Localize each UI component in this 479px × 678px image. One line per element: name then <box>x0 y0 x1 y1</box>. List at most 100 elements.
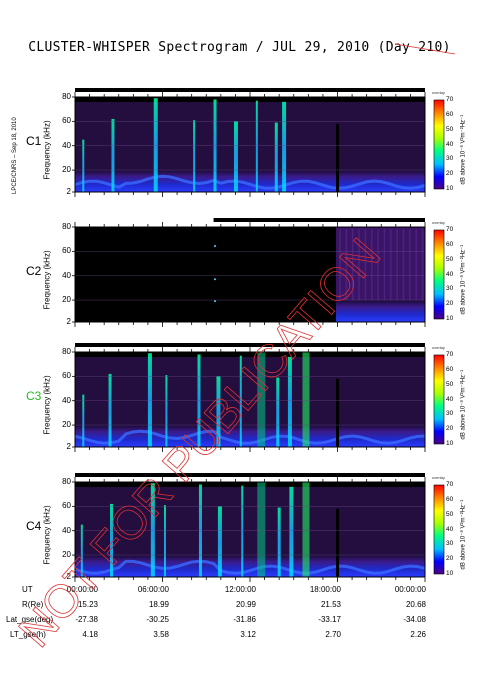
orbit-value-lt: 3.12 <box>240 630 256 639</box>
orbit-value-lt: 2.70 <box>325 630 341 639</box>
orbit-value-r: 18.99 <box>148 600 169 609</box>
orbit-value-ut: 06:00:00 <box>137 585 169 594</box>
y-tick-label: 60 <box>62 116 71 126</box>
colorbar-tick-label: 40 <box>446 270 454 278</box>
stripe <box>409 229 411 301</box>
spacecraft-label: C2 <box>26 264 42 278</box>
lf-ribbon <box>74 174 426 190</box>
orbit-value-lt: 3.58 <box>153 630 169 639</box>
y-tick-label: 80 <box>62 222 71 231</box>
page-title: CLUSTER-WHISPER Spectrogram / JUL 29, 20… <box>28 40 451 55</box>
spectrogram-c2 <box>72 218 445 327</box>
colorbar-tick-label: 50 <box>446 125 454 133</box>
sparse-dot <box>214 278 216 281</box>
colorbar-tick-label: 60 <box>446 365 454 373</box>
emission-burst <box>336 378 340 447</box>
colorbar-tick-label: 40 <box>446 395 454 403</box>
coverage-bar <box>75 343 425 347</box>
emission-burst <box>302 482 310 577</box>
colorbar-tick-label: 70 <box>446 351 454 358</box>
colorbar-tick-label: 70 <box>446 96 454 103</box>
colorbar-tick-label: 50 <box>446 255 454 263</box>
y-tick-label: 40 <box>62 525 71 535</box>
colorbar-tick-label: 50 <box>446 510 454 518</box>
emission-burst <box>239 355 242 447</box>
emission-burst <box>302 352 310 447</box>
orbit-value-lat: -34.08 <box>403 615 426 624</box>
emission-burst <box>217 506 222 577</box>
y-tick-label: 20 <box>62 550 71 560</box>
colorbar-tick-label: 10 <box>446 315 454 322</box>
emission-burst <box>80 524 83 577</box>
emission-burst <box>111 118 115 192</box>
stripe <box>390 229 392 301</box>
y-tick-label: 60 <box>62 501 71 511</box>
orbit-value-lat: -27.38 <box>75 615 98 624</box>
y-tick-label: 40 <box>62 140 71 150</box>
colorbar-tick-label: 10 <box>446 185 454 192</box>
emission-burst <box>336 123 340 192</box>
orbit-value-lat: -30.25 <box>146 615 169 624</box>
y-tick-label: 20 <box>62 295 71 305</box>
y-tick-label: 40 <box>62 395 71 405</box>
emission-burst <box>165 375 168 447</box>
coverage-bar <box>75 88 425 92</box>
y-tick-label: 2 <box>66 187 71 196</box>
stripe <box>370 229 373 301</box>
stripe <box>351 229 354 301</box>
emission-burst <box>110 503 113 577</box>
colorbar-tick-label: 30 <box>446 285 454 293</box>
colorbar-tick-label: 30 <box>446 540 454 548</box>
emission-burst <box>274 122 278 192</box>
stripe <box>358 229 360 301</box>
y-tick-label: 2 <box>66 442 71 451</box>
stripe <box>364 229 367 301</box>
emission-burst <box>287 356 292 447</box>
emission-burst <box>257 482 266 577</box>
emission-burst <box>82 394 85 447</box>
emission-burst <box>257 352 266 447</box>
colorbar <box>433 99 445 190</box>
orbit-label-ut: UT <box>22 585 33 594</box>
background-band <box>336 300 425 322</box>
orbit-value-r: 20.68 <box>405 600 426 609</box>
spacecraft-label: C3 <box>26 389 42 403</box>
colorbar-tick-label: 30 <box>446 410 454 418</box>
colorbar-tick-label: 20 <box>446 555 454 563</box>
stripe <box>383 229 386 301</box>
orbit-value-ut: 12:00:00 <box>224 585 256 594</box>
stripe <box>345 229 348 301</box>
colorbar-tick-label: 40 <box>446 525 454 533</box>
colorbar <box>433 354 445 445</box>
colorbar-tick-label: 60 <box>446 240 454 248</box>
emission-burst <box>193 120 196 192</box>
y-tick-label: 40 <box>62 270 71 280</box>
spacecraft-label: C4 <box>26 519 42 533</box>
orbit-value-ut: 00:00:00 <box>394 585 426 594</box>
orbit-label-lt: LT_gse(h) <box>10 630 46 639</box>
emission-burst <box>153 98 158 192</box>
emission-burst <box>276 377 280 447</box>
colorbar-tick-label: 20 <box>446 170 454 178</box>
emission-burst <box>233 121 238 192</box>
stripe <box>339 229 341 301</box>
sparse-dot <box>214 300 216 303</box>
orbit-value-r: 15.23 <box>77 600 98 609</box>
colorbar-tick-label: 20 <box>446 300 454 308</box>
colorbar-tick-label: 10 <box>446 440 454 447</box>
emission-burst <box>108 373 112 447</box>
emission-burst <box>150 483 155 577</box>
orbit-value-lat: -31.86 <box>233 615 256 624</box>
orbit-label-lat: Lat_gse(deg) <box>6 615 54 624</box>
colorbar-tick-label: 70 <box>446 226 454 233</box>
colorbar <box>433 484 445 575</box>
stripe <box>396 229 398 301</box>
orbit-value-lat: -33.17 <box>318 615 341 624</box>
stripe <box>421 229 424 301</box>
y-tick-label: 60 <box>62 371 71 381</box>
sparse-dot <box>214 245 216 247</box>
emission-burst <box>241 485 244 577</box>
spectrogram-c3 <box>72 343 445 452</box>
coverage-bar <box>75 473 425 477</box>
